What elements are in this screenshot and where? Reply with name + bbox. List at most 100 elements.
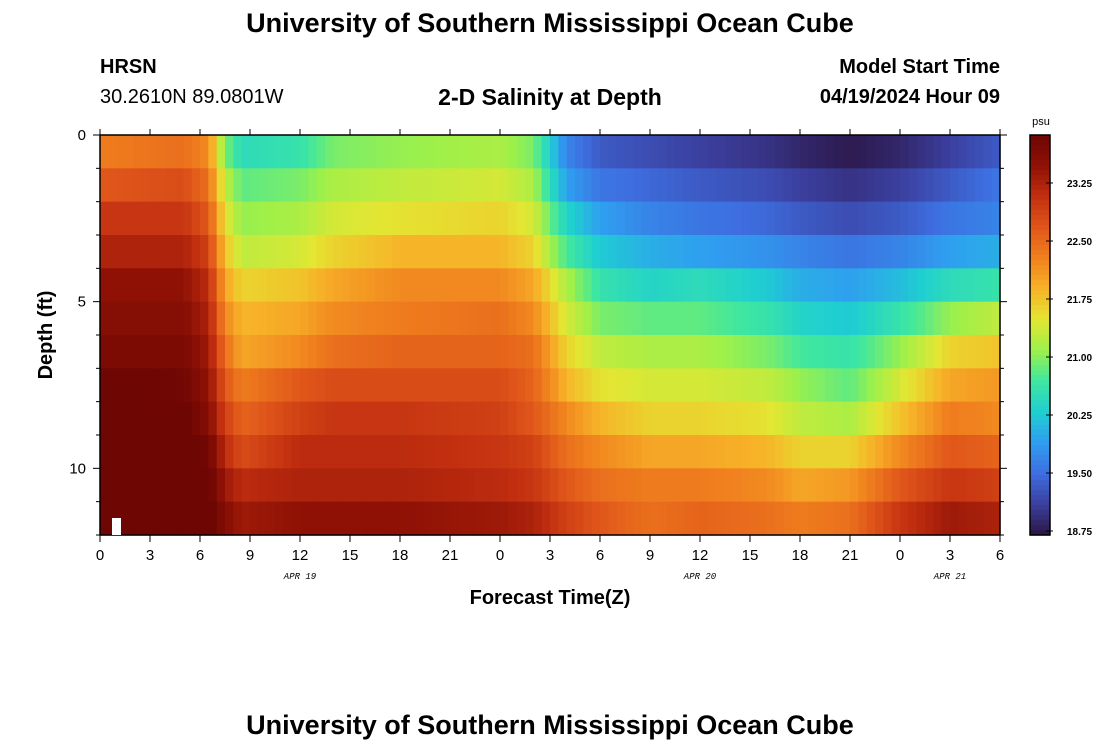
heatmap-cell: [200, 301, 209, 336]
heatmap-cell: [900, 268, 909, 303]
heatmap-cell: [908, 468, 918, 503]
heatmap-cell: [633, 301, 643, 336]
heatmap-cell: [225, 201, 234, 236]
heatmap-cell: [216, 301, 226, 336]
heatmap-cell: [325, 368, 334, 403]
heatmap-cell: [866, 135, 876, 169]
colorbar-segment: [1030, 190, 1050, 196]
heatmap-cell: [100, 368, 109, 403]
heatmap-cell: [733, 335, 743, 369]
colorbar-segment: [1030, 435, 1050, 441]
heatmap-cell: [266, 168, 276, 203]
heatmap-cell: [441, 401, 451, 436]
heatmap-cell: [991, 435, 1001, 469]
heatmap-cell: [466, 201, 476, 236]
heatmap-cell: [816, 135, 826, 169]
heatmap-cell: [533, 268, 543, 303]
heatmap-cell: [241, 435, 251, 469]
heatmap-cell: [875, 201, 884, 236]
heatmap-cell: [366, 268, 376, 303]
heatmap-cell: [733, 201, 743, 236]
heatmap-cell: [200, 368, 209, 403]
heatmap-cell: [608, 201, 618, 236]
heatmap-cell: [966, 135, 976, 169]
heatmap-cell: [466, 401, 476, 436]
heatmap-cell: [158, 235, 168, 269]
heatmap-cell: [350, 435, 359, 469]
heatmap-cell: [775, 435, 784, 469]
heatmap-cell: [691, 135, 701, 169]
heatmap-cell: [633, 168, 643, 203]
heatmap-cell: [925, 268, 934, 303]
heatmap-cell: [566, 168, 576, 203]
heatmap-cell: [800, 268, 809, 303]
heatmap-cell: [183, 301, 193, 336]
heatmap-cell: [275, 168, 284, 203]
heatmap-cell: [866, 335, 876, 369]
heatmap-cell: [975, 201, 984, 236]
heatmap-cell: [375, 235, 384, 269]
heatmap-cell: [700, 201, 709, 236]
heatmap-cell: [716, 301, 726, 336]
heatmap-cell: [133, 268, 143, 303]
heatmap-cell: [941, 301, 951, 336]
heatmap-cell: [675, 368, 684, 403]
heatmap-cell: [816, 235, 826, 269]
heatmap-cell: [966, 468, 976, 503]
heatmap-cell: [241, 268, 251, 303]
heatmap-cell: [908, 301, 918, 336]
heatmap-cell: [566, 335, 576, 369]
heatmap-cell: [266, 335, 276, 369]
heatmap-cell: [191, 301, 201, 336]
heatmap-cell: [675, 468, 684, 503]
colorbar-segment: [1030, 145, 1050, 151]
heatmap-cell: [441, 168, 451, 203]
heatmap-cell: [408, 301, 418, 336]
heatmap-cell: [458, 168, 468, 203]
heatmap-cell: [333, 401, 343, 436]
heatmap-cell: [191, 201, 201, 236]
heatmap-cell: [600, 501, 609, 536]
heatmap-cell: [625, 435, 634, 469]
heatmap-cell: [566, 135, 576, 169]
heatmap-cell: [275, 301, 284, 336]
heatmap-cell: [675, 268, 684, 303]
heatmap-cell: [883, 335, 893, 369]
heatmap-cell: [950, 401, 959, 436]
colorbar-segment: [1030, 530, 1050, 536]
heatmap-cell: [133, 401, 143, 436]
date-label: APR 19: [283, 572, 317, 582]
heatmap-cell: [325, 468, 334, 503]
heatmap-cell: [800, 335, 809, 369]
heatmap-cell: [900, 235, 909, 269]
heatmap-cell: [408, 235, 418, 269]
heatmap-cell: [425, 468, 434, 503]
heatmap-cell: [808, 268, 818, 303]
heatmap-cell: [691, 268, 701, 303]
heatmap-cell: [625, 135, 634, 169]
heatmap-cell: [741, 168, 751, 203]
heatmap-cell: [716, 468, 726, 503]
heatmap-cell: [491, 401, 501, 436]
heatmap-cell: [208, 301, 218, 336]
heatmap-cell: [641, 468, 651, 503]
heatmap-cell: [266, 301, 276, 336]
heatmap-cell: [183, 368, 193, 403]
heatmap-cell: [416, 235, 426, 269]
heatmap-cell: [600, 468, 609, 503]
x-tick-label: 3: [146, 547, 154, 564]
heatmap-cell: [500, 268, 509, 303]
colorbar-segment: [1030, 200, 1050, 206]
heatmap-cell: [916, 235, 926, 269]
heatmap-cell: [958, 468, 968, 503]
colorbar-segment: [1030, 450, 1050, 456]
heatmap-cell: [383, 235, 393, 269]
heatmap-cell: [250, 435, 259, 469]
heatmap-cell: [625, 168, 634, 203]
heatmap-cell: [108, 201, 118, 236]
heatmap-cell: [991, 501, 1001, 536]
heatmap-cell: [666, 201, 676, 236]
heatmap-cell: [850, 368, 859, 403]
heatmap-cell: [750, 268, 759, 303]
heatmap-cell: [441, 368, 451, 403]
